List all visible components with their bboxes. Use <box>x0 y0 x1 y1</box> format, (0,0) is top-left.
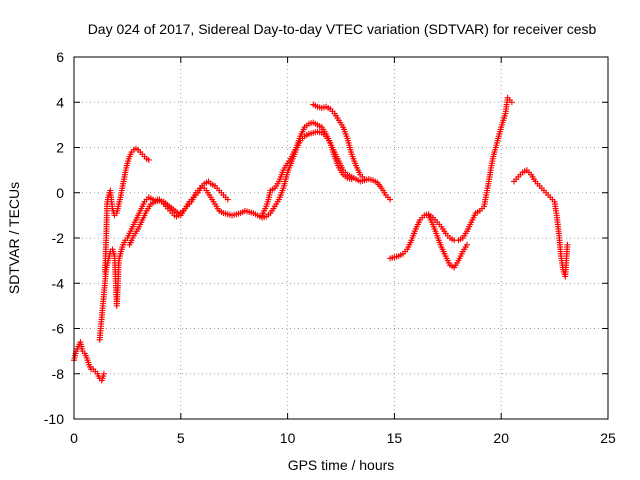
x-tick-label: 20 <box>493 430 509 446</box>
y-tick-label: 2 <box>56 140 64 156</box>
data-point <box>361 176 368 183</box>
y-tick-label: 0 <box>56 185 64 201</box>
x-tick-label: 25 <box>600 430 616 446</box>
axis-ticks: 0 5 10 15 20 25 -10 -8 -6 -4 -2 0 2 4 6 <box>44 49 616 446</box>
y-tick-label: 4 <box>56 94 64 110</box>
data-point <box>100 370 107 377</box>
chart-title: Day 024 of 2017, Sidereal Day-to-day VTE… <box>88 21 597 37</box>
y-tick-label: -10 <box>44 411 64 427</box>
data-point <box>464 241 471 248</box>
x-tick-label: 10 <box>280 430 296 446</box>
y-tick-label: -8 <box>52 366 65 382</box>
x-tick-label: 0 <box>70 430 78 446</box>
x-tick-label: 5 <box>177 430 185 446</box>
x-tick-label: 15 <box>387 430 403 446</box>
data-point <box>348 176 355 183</box>
grid-lines <box>74 57 608 419</box>
data-points <box>71 94 571 384</box>
data-point <box>564 241 571 248</box>
y-tick-label: -6 <box>52 321 65 337</box>
y-tick-label: 6 <box>56 49 64 65</box>
data-point <box>145 156 152 163</box>
y-axis-label: SDTVAR / TECUs <box>6 182 22 294</box>
y-tick-label: -2 <box>52 230 65 246</box>
y-tick-label: -4 <box>52 275 65 291</box>
data-point <box>387 196 394 203</box>
plot-frame <box>73 56 609 420</box>
data-point <box>508 99 515 106</box>
data-point <box>224 196 231 203</box>
x-axis-label: GPS time / hours <box>288 457 395 473</box>
